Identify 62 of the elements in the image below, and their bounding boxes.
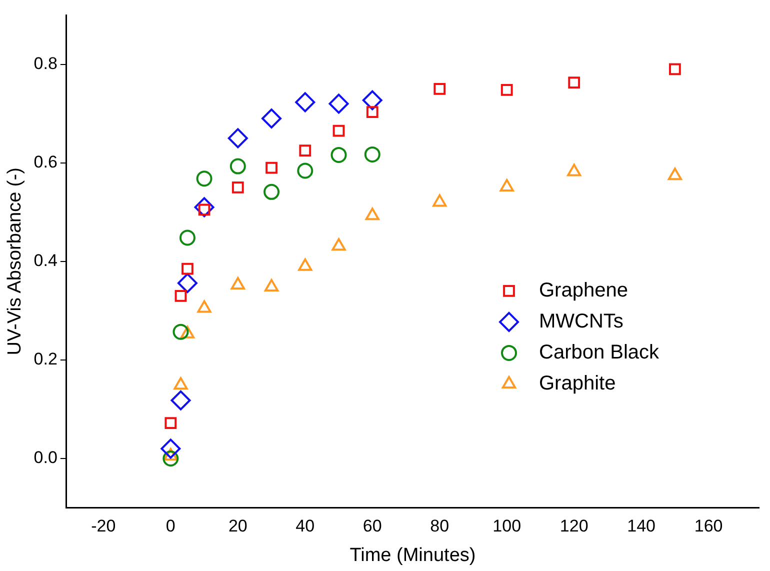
point xyxy=(194,197,214,218)
point xyxy=(172,324,189,340)
x-tick-label: 100 xyxy=(492,516,522,536)
x-tick-label: 140 xyxy=(627,516,656,536)
y-tick-label: 0.0 xyxy=(34,448,58,468)
x-axis-title: Time (Minutes) xyxy=(350,544,476,566)
y-tick-label: 0.2 xyxy=(34,350,58,369)
point xyxy=(230,158,246,174)
point xyxy=(365,208,380,220)
point xyxy=(328,94,349,114)
point xyxy=(500,84,513,96)
point xyxy=(298,258,312,271)
point xyxy=(174,377,188,390)
point xyxy=(196,170,212,187)
point xyxy=(567,164,582,176)
point xyxy=(364,146,380,162)
point xyxy=(266,162,278,174)
point xyxy=(264,279,279,292)
point xyxy=(668,168,682,180)
point xyxy=(162,450,179,467)
point xyxy=(262,108,282,128)
x-tick-label: 20 xyxy=(228,516,248,536)
point xyxy=(170,390,191,410)
legend-label: Carbon Black xyxy=(539,341,660,364)
x-tick-label: -20 xyxy=(91,516,116,536)
point xyxy=(197,300,212,313)
y-axis-title: UV-Vis Absorbance (-) xyxy=(4,168,26,356)
point xyxy=(366,106,378,118)
x-tick-label: 40 xyxy=(296,516,315,536)
legend-label: MWCNTs xyxy=(539,310,624,332)
y-tick-label: 0.4 xyxy=(34,251,58,270)
x-tick-label: 160 xyxy=(694,516,723,536)
point xyxy=(432,194,447,207)
point xyxy=(160,438,181,459)
point xyxy=(332,124,345,137)
point xyxy=(362,90,382,110)
point xyxy=(332,238,346,251)
x-tick-label: 60 xyxy=(362,516,382,536)
point xyxy=(330,146,347,163)
legend-label: Graphene xyxy=(539,279,628,302)
point xyxy=(230,277,245,290)
point xyxy=(434,82,446,95)
point xyxy=(568,76,580,88)
point xyxy=(669,63,681,76)
point xyxy=(177,273,198,294)
point xyxy=(299,144,312,156)
legend-label: Graphite xyxy=(539,372,616,394)
point xyxy=(264,184,280,200)
point xyxy=(180,326,195,338)
y-tick-label: 0.6 xyxy=(34,152,58,172)
point xyxy=(174,290,187,302)
y-tick-label: 0.8 xyxy=(34,54,58,73)
point xyxy=(179,230,196,246)
x-tick-label: 120 xyxy=(560,516,588,536)
point xyxy=(164,417,177,429)
point xyxy=(182,262,194,275)
point xyxy=(232,182,244,194)
point xyxy=(295,92,316,112)
point xyxy=(297,162,314,179)
point xyxy=(228,128,248,148)
x-tick-label: 0 xyxy=(166,516,176,536)
x-tick-label: 80 xyxy=(430,516,450,536)
